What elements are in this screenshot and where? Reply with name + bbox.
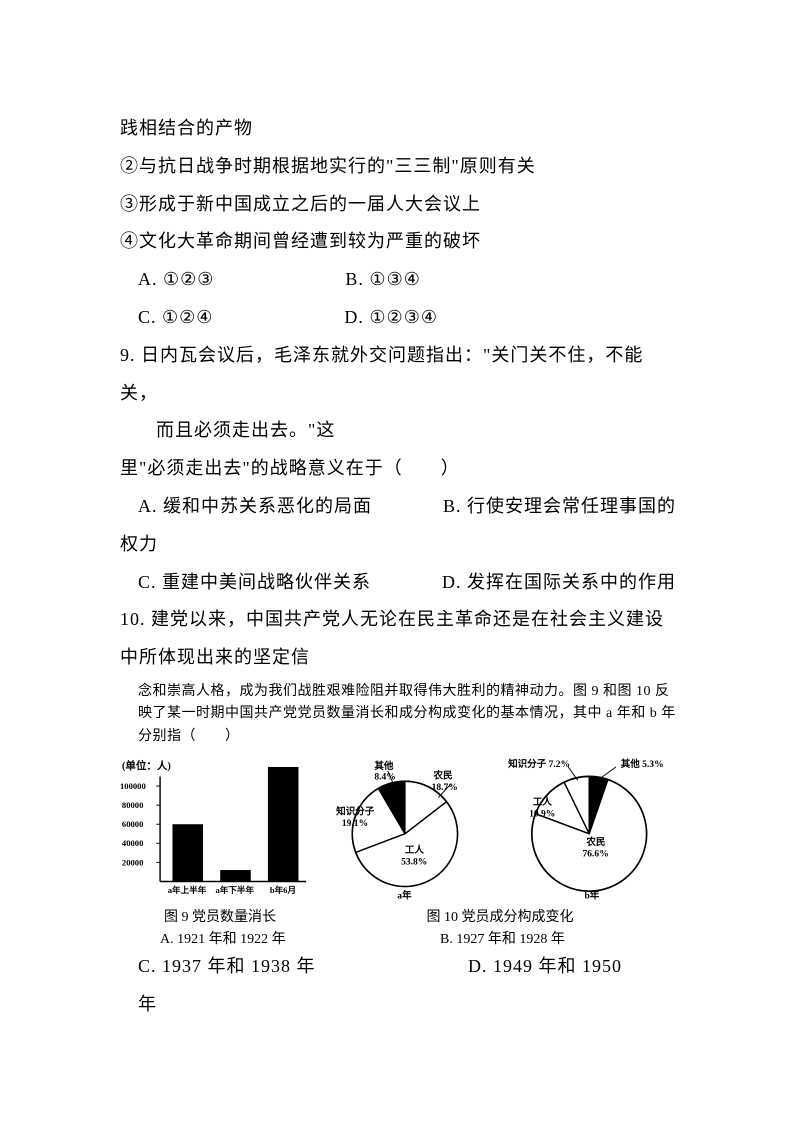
- svg-text:76.6%: 76.6%: [583, 849, 609, 860]
- svg-text:a年上半年: a年上半年: [168, 884, 207, 895]
- q9-line2: 而且必须走出去。"这: [120, 412, 680, 450]
- q8-options-row2: C. ①②④ D. ①②③④: [120, 299, 680, 337]
- bar-3: [268, 767, 299, 882]
- q8-opt-c: C. ①②④: [138, 307, 213, 327]
- q10-opt-a: A. 1921 年和 1922 年: [120, 928, 440, 948]
- bar-2: [220, 870, 251, 881]
- pie-chart-a: 其他 8.4% 农民 18.7% 知识分子 19.1% 工人 53.8% a年: [319, 754, 481, 904]
- caption-fig9: 图 9 党员数量消长: [120, 906, 320, 926]
- svg-text:其他 5.3%: 其他 5.3%: [621, 758, 664, 770]
- svg-text:a年下半年: a年下半年: [215, 884, 254, 895]
- q10-line1: 10. 建党以来，中国共产党人无论在民主革命还是在社会主义建设: [120, 601, 680, 639]
- q10-line2: 中所体现出来的坚定信: [120, 639, 680, 677]
- q10-opt-c: C. 1937 年和 1938 年: [120, 948, 468, 986]
- svg-text:农民: 农民: [585, 836, 605, 848]
- q10-options-row1: A. 1921 年和 1922 年 B. 1927 年和 1928 年: [120, 928, 680, 948]
- q8-opt-d: D. ①②③④: [344, 307, 438, 327]
- q9-opt-a: A. 缓和中苏关系恶化的局面: [120, 496, 372, 516]
- svg-text:20000: 20000: [122, 857, 143, 867]
- svg-text:53.8%: 53.8%: [401, 856, 427, 867]
- svg-text:b年6月: b年6月: [270, 884, 296, 895]
- q10-small: 念和崇高人格，成为我们战胜艰难险阻并取得伟大胜利的精神动力。图 9 和图 10 …: [120, 681, 680, 748]
- q9-line3: 里"必须走出去"的战略意义在于（ ）: [120, 450, 680, 488]
- bar-ylabel: (单位：人): [122, 759, 171, 772]
- figures-row: (单位：人) 20000 40000 60000 80000 100000 a年…: [120, 754, 680, 904]
- q8-line3: ③形成于新中国成立之后的一届人大会议上: [120, 186, 680, 224]
- svg-text:知识分子: 知识分子: [335, 806, 375, 818]
- q9-opt-d: D. 发挥在国际关系中的作用: [442, 572, 676, 592]
- page: 践相结合的产物 ②与抗日战争时期根据地实行的"三三制"原则有关 ③形成于新中国成…: [0, 0, 800, 1084]
- svg-text:工人: 工人: [533, 796, 553, 808]
- q10-opt-d: D. 1949 年和 1950: [468, 948, 622, 986]
- q9-opt-b: B. 行使安理会常任理事国的: [443, 496, 676, 516]
- svg-text:80000: 80000: [122, 800, 143, 810]
- svg-text:农民: 农民: [432, 770, 452, 782]
- q8-line2: ②与抗日战争时期根据地实行的"三三制"原则有关: [120, 148, 680, 186]
- bar-chart: (单位：人) 20000 40000 60000 80000 100000 a年…: [120, 754, 311, 904]
- svg-text:10.9%: 10.9%: [529, 809, 555, 820]
- q8-line1: 践相结合的产物: [120, 110, 680, 148]
- q8-options-row1: A. ①②③ B. ①③④: [120, 261, 680, 299]
- svg-text:60000: 60000: [122, 819, 143, 829]
- q8-line4: ④文化大革命期间曾经遭到较为严重的破坏: [120, 223, 680, 261]
- q9-line1: 9. 日内瓦会议后，毛泽东就外交问题指出："关门关不住，不能关，: [120, 337, 680, 413]
- svg-text:8.4%: 8.4%: [374, 771, 395, 782]
- svg-text:知识分子 7.2%: 知识分子 7.2%: [507, 758, 570, 770]
- q10-opt-b: B. 1927 年和 1928 年: [440, 928, 565, 948]
- q10-options-row2: C. 1937 年和 1938 年 D. 1949 年和 1950: [120, 948, 680, 986]
- q8-opt-a: A. ①②③: [138, 269, 214, 289]
- q9-opt-c: C. 重建中美间战略伙伴关系: [120, 572, 371, 592]
- svg-text:b年: b年: [585, 890, 600, 902]
- q9-opt-b2: 权力: [120, 526, 680, 564]
- q9-options-row2: C. 重建中美间战略伙伴关系 D. 发挥在国际关系中的作用: [120, 564, 680, 602]
- q9-options-row1: A. 缓和中苏关系恶化的局面 B. 行使安理会常任理事国的: [120, 488, 680, 526]
- q8-opt-b: B. ①③④: [345, 269, 420, 289]
- svg-text:18.7%: 18.7%: [431, 782, 457, 793]
- svg-text:40000: 40000: [122, 838, 143, 848]
- svg-text:a年: a年: [397, 890, 412, 902]
- bar-1: [172, 824, 203, 881]
- q10-opt-d2: 年: [120, 986, 680, 1024]
- svg-text:工人: 工人: [405, 844, 425, 856]
- figure-captions: 图 9 党员数量消长 图 10 党员成分构成变化: [120, 906, 680, 926]
- svg-text:100000: 100000: [120, 781, 146, 791]
- svg-text:其他: 其他: [374, 760, 394, 772]
- caption-fig10: 图 10 党员成分构成变化: [320, 906, 680, 926]
- svg-text:19.1%: 19.1%: [342, 818, 368, 829]
- pie-chart-b: 知识分子 7.2% 其他 5.3% 工人 10.9% 农民 76.6% b年: [489, 754, 680, 904]
